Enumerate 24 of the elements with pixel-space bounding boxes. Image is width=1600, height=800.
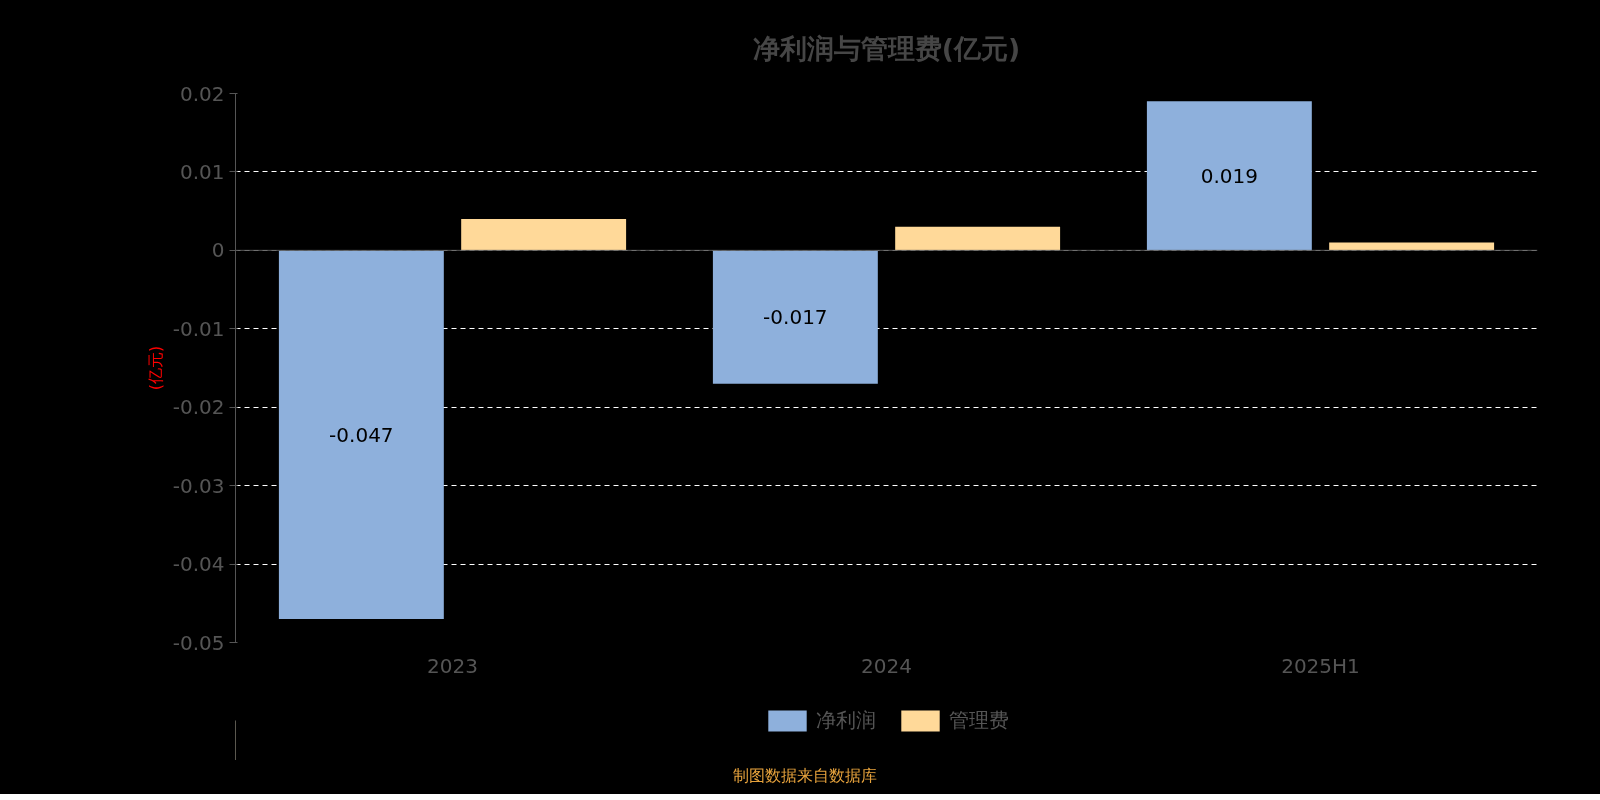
data-label: -0.047	[329, 422, 394, 447]
data-label: 0.019	[1200, 163, 1258, 188]
legend-label: 净利润	[816, 706, 876, 734]
y-tick-label: -0.02	[172, 395, 225, 420]
y-tick-label: -0.05	[172, 630, 225, 655]
y-tick-label: 0.01	[179, 159, 225, 184]
y-tick-label: 0.02	[179, 81, 225, 106]
bar	[1146, 101, 1312, 251]
x-tick-label: 2024	[861, 653, 912, 678]
text: 制图数据来自数据库	[733, 765, 877, 787]
y-tick-label: -0.04	[172, 552, 225, 577]
data-label: -0.017	[763, 305, 828, 330]
chart-title: 净利润与管理费(亿元)	[752, 32, 1021, 64]
x-tick-label: 2023	[427, 653, 478, 678]
bar	[895, 226, 1061, 251]
y-axis-title: (亿元)	[145, 345, 165, 391]
bar	[461, 218, 627, 251]
y-tick-label: -0.03	[172, 473, 225, 498]
x-tick-label: 2025H1	[1281, 653, 1360, 678]
bar	[278, 250, 444, 619]
y-tick-label: -0.01	[172, 316, 225, 341]
legend-label: 管理费	[949, 706, 1009, 734]
y-tick-label: 0	[211, 238, 225, 263]
bar	[712, 250, 878, 384]
